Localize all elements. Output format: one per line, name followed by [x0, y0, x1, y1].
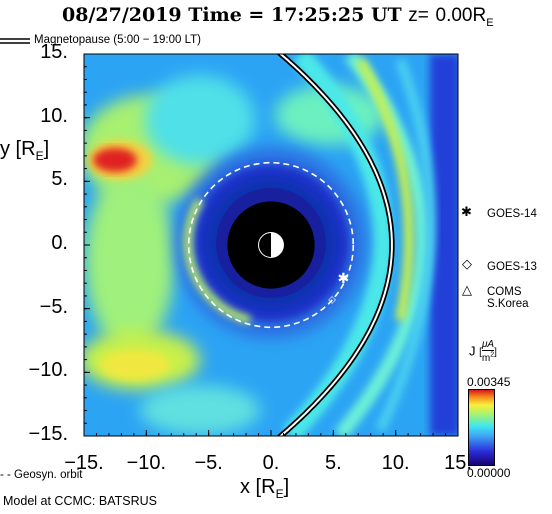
title-date: 08/27/2019 — [62, 4, 182, 26]
magnetopause-line-inner — [279, 54, 393, 436]
y-tick-label: 15. — [40, 41, 68, 63]
y-tick-label: 0. — [51, 232, 68, 254]
goes14-marker: ✱ — [337, 271, 349, 287]
x-tick-label: 5. — [324, 452, 342, 474]
y-tick-label: 5. — [51, 168, 68, 191]
colorbar-min-label: 0.00000 — [467, 466, 511, 480]
y-axis-label: y [RE] — [0, 138, 50, 163]
coms-label: COMS — [487, 286, 522, 298]
goes13-marker: ◇ — [328, 294, 336, 305]
title-time-label: Time = — [188, 4, 265, 26]
x-tick-label: −15. — [64, 452, 104, 474]
coms-sub-label: S.Korea — [487, 298, 529, 310]
geosync-legend: - - Geosyn. orbit — [0, 469, 83, 481]
earth-dayside — [271, 232, 284, 258]
title-time: 17:25:25 UT — [270, 4, 402, 26]
x-tick-label: 0. — [262, 452, 280, 474]
colorbar-title: J [μA m2] — [469, 339, 497, 365]
x-tick-label: −5. — [194, 452, 223, 474]
title-z-label: z= — [408, 5, 429, 26]
y-tick-label: −10. — [28, 359, 68, 382]
goes13-diamond-icon: ◇ — [462, 257, 472, 272]
goes14-label: GOES-14 — [487, 208, 537, 220]
x-tick-label: 15. — [444, 452, 472, 474]
colorbar — [468, 389, 495, 466]
x-axis-label: x [RE] — [240, 476, 290, 501]
x-tick-label: 10. — [381, 452, 410, 474]
coms-triangle-icon: △ — [462, 283, 472, 298]
colorbar-max-label: 0.00345 — [467, 375, 511, 389]
colorbar-unit-den: m2 — [481, 352, 495, 365]
magnetopause-legend: Magnetopause (5:00 − 19:00 LT) — [34, 34, 201, 46]
magnetopause-legend-line — [0, 38, 30, 44]
model-credit: Model at CCMC: BATSRUS — [3, 494, 157, 508]
goes14-star-icon: ✱ — [461, 205, 472, 220]
plot-title: 08/27/2019 Time = 17:25:25 UT z= 0.00RE — [62, 4, 494, 29]
y-tick-label: −15. — [28, 423, 68, 445]
y-tick-label: 10. — [40, 104, 68, 127]
goes13-label: GOES-13 — [487, 261, 537, 273]
x-tick-label: −10. — [126, 452, 167, 474]
geosync-orbit-circle — [187, 161, 355, 329]
title-z-value: 0.00RE — [435, 5, 494, 29]
y-tick-label: −5. — [39, 295, 68, 318]
